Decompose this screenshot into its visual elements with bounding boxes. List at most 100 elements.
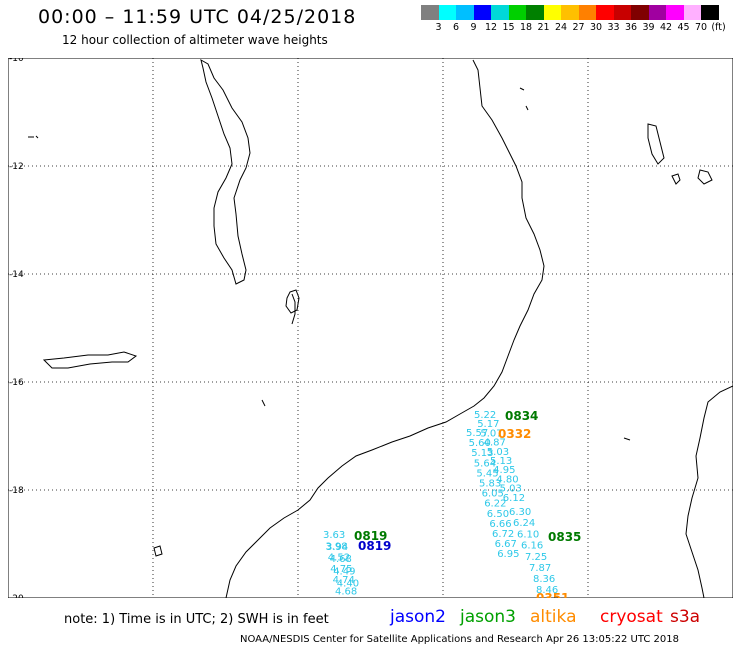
- lake-malombe: [285, 289, 300, 314]
- madagascar-coast: [685, 385, 733, 598]
- color-swatch: [543, 5, 561, 20]
- mozambique-coast: [225, 59, 545, 598]
- swh-reading: 4.87: [484, 438, 506, 449]
- color-swatch: [473, 5, 491, 20]
- color-swatch: [648, 5, 666, 20]
- swh-reading: 4.68: [335, 587, 357, 598]
- color-swatch: [613, 5, 631, 20]
- swh-reading: 6.95: [497, 549, 519, 560]
- color-scale-label: 45: [677, 22, 690, 33]
- swh-reading: 3.63: [323, 530, 345, 541]
- swh-reading: 6.12: [503, 493, 525, 504]
- swh-reading: 5.07: [480, 428, 502, 439]
- swh-reading: 5.03: [487, 447, 509, 458]
- color-swatch: [491, 5, 509, 20]
- pass-time-label: 0351: [536, 591, 569, 598]
- pass-time-label: 0834: [505, 409, 538, 423]
- lat-tick-label: -12: [9, 162, 24, 172]
- swh-reading: 6.50: [487, 509, 509, 520]
- page-title: 00:00 – 11:59 UTC 04/25/2018: [38, 6, 357, 28]
- lat-tick-label: -18: [9, 486, 24, 496]
- swh-reading: 6.10: [517, 529, 539, 540]
- swh-reading: 5.13: [490, 456, 512, 467]
- swh-reading: 4.75: [330, 564, 352, 575]
- swh-reading: 4.40: [337, 579, 359, 590]
- swh-reading: 4.52: [328, 553, 350, 564]
- color-scale-label: 6: [452, 22, 460, 33]
- swh-reading: 6.16: [521, 541, 543, 552]
- color-scale-label: 70: [694, 22, 708, 33]
- color-scale-label: 12: [484, 22, 498, 33]
- color-scale-label: 36: [624, 22, 638, 33]
- swh-reading: 8.36: [533, 574, 555, 585]
- color-scale-label: 27: [572, 22, 585, 33]
- swh-reading: 5.13: [471, 448, 493, 459]
- coastlines: [28, 58, 733, 598]
- swh-readings: 5.225.175.074.875.035.134.954.805.036.12…: [323, 410, 558, 598]
- swh-reading: 6.24: [513, 518, 535, 529]
- swh-reading: 5.64: [474, 458, 496, 469]
- swh-reading: 4.68: [330, 554, 352, 565]
- map-frame: [8, 58, 733, 598]
- color-swatch: [578, 5, 596, 20]
- color-scale-label: 24: [554, 22, 568, 33]
- color-scale-label: 30: [589, 22, 603, 33]
- swh-reading: 6.67: [495, 539, 517, 550]
- pass-time-label: 0819: [358, 539, 391, 553]
- satellite-legend-item: s3a: [670, 607, 701, 627]
- color-swatch: [421, 5, 439, 20]
- color-scale-label: 39: [642, 22, 655, 33]
- color-scale-label: 33: [607, 22, 620, 33]
- page-subtitle: 12 hour collection of altimeter wave hei…: [62, 33, 328, 47]
- color-swatch: [438, 5, 456, 20]
- satellite-legend-item: cryosat: [600, 607, 663, 627]
- swh-reading: 3.94: [326, 542, 348, 553]
- swh-reading: 4.95: [493, 465, 515, 476]
- color-scale-label: 42: [659, 22, 673, 33]
- comoros-anjouan: [697, 169, 713, 185]
- color-swatch: [526, 5, 544, 20]
- color-swatch: [508, 5, 526, 20]
- lat-tick-label: -10: [9, 58, 24, 64]
- lat-tick-label: -20: [9, 594, 24, 598]
- color-scale-label: 3: [435, 22, 442, 33]
- swh-reading: 5.03: [500, 484, 522, 495]
- color-swatch: [631, 5, 649, 20]
- color-scale-label: 18: [519, 22, 533, 33]
- satellite-legend-item: jason2: [390, 607, 446, 627]
- color-swatch: [666, 5, 684, 20]
- comoros-moheli: [671, 173, 681, 185]
- swh-reading: 6.22: [484, 499, 506, 510]
- color-swatch: [683, 5, 701, 20]
- swh-reading: 6.66: [489, 519, 511, 530]
- swh-reading: 6.30: [509, 507, 531, 518]
- swh-reading: 5.45: [476, 468, 498, 479]
- color-swatch: [701, 5, 719, 20]
- color-scale-label: 15: [502, 22, 515, 33]
- credit-line: NOAA/NESDIS Center for Satellite Applica…: [240, 634, 679, 645]
- satellite-legend-item: altika: [530, 607, 577, 627]
- graticule: [8, 58, 733, 598]
- pass-time-label: 0835: [548, 530, 581, 544]
- swh-reading: 8.46: [536, 585, 558, 596]
- lat-tick-labels: -10 -12 -14 -16 -18 -20: [9, 58, 24, 598]
- lake-malawi: [200, 58, 251, 285]
- color-swatch: [456, 5, 474, 20]
- swh-reading: 5.60: [469, 438, 491, 449]
- pass-time-label: 0332: [498, 427, 531, 441]
- swh-reading: 5.83: [479, 479, 501, 490]
- swh-reading: 6.72: [492, 529, 514, 540]
- swh-reading: 4.49: [333, 566, 355, 577]
- satellite-legend-item: jason3: [460, 607, 516, 627]
- swh-reading: 5.22: [474, 410, 496, 421]
- swh-reading: 7.87: [529, 563, 551, 574]
- color-scale-bar: [421, 5, 719, 20]
- color-swatch: [596, 5, 614, 20]
- lat-tick-label: -16: [9, 378, 24, 388]
- pass-time-label: 0819: [354, 529, 387, 543]
- color-scale-label: 21: [537, 22, 550, 33]
- swh-reading: 7.25: [525, 552, 547, 563]
- swh-reading: 4.80: [496, 474, 518, 485]
